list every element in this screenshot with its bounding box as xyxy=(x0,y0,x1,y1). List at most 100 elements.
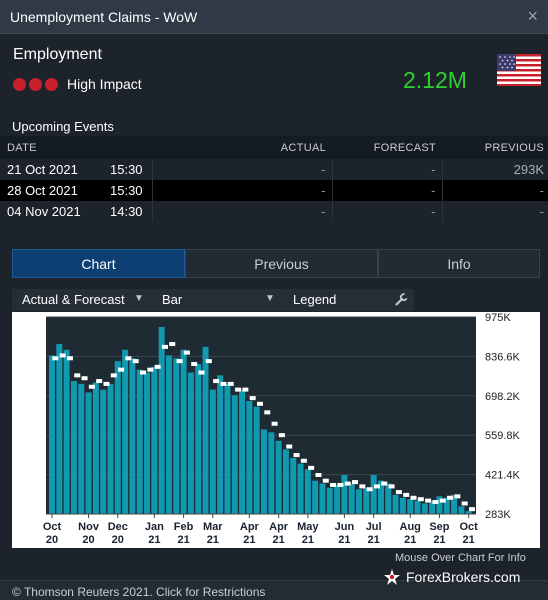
tab-info[interactable]: Info xyxy=(378,249,540,278)
forecast-marker xyxy=(373,484,380,489)
bar xyxy=(356,489,363,514)
x-tick-label-month: Apr xyxy=(240,521,260,533)
bar xyxy=(246,400,253,514)
forecast-marker xyxy=(183,350,190,355)
forecast-markers xyxy=(52,342,475,512)
chart-area[interactable]: 283K 421.4K 559.8K 698.2K 836.6K 975K Oct 20 No… xyxy=(12,312,540,548)
indicator-category: Employment xyxy=(13,46,102,63)
bar xyxy=(275,440,282,514)
bar xyxy=(187,372,194,514)
forecast-marker xyxy=(337,482,344,487)
bar xyxy=(122,349,129,514)
forecast-marker xyxy=(344,481,351,486)
x-tick-label-month: Dec xyxy=(108,521,128,533)
x-tick-label-month: Jan xyxy=(145,521,164,533)
bar xyxy=(377,480,384,514)
x-tick-label-year: 21 xyxy=(243,534,255,546)
table-row[interactable]: 04 Nov 2021 14:30 - - - xyxy=(0,201,548,222)
forecast-marker xyxy=(322,478,329,483)
x-tick-label-year: 21 xyxy=(338,534,350,546)
bar xyxy=(392,494,399,514)
forecast-marker xyxy=(88,384,95,389)
y-tick-label: 698.2K xyxy=(485,391,521,403)
event-actual: - xyxy=(151,201,332,222)
table-row[interactable]: 28 Oct 2021 15:30 - - - xyxy=(0,180,548,201)
forecast-marker xyxy=(235,387,242,392)
bar xyxy=(385,483,392,514)
wrench-icon[interactable] xyxy=(395,293,408,306)
bar xyxy=(290,457,297,514)
series-select[interactable]: Actual & Forecast xyxy=(22,292,125,307)
forecast-marker xyxy=(330,482,337,487)
bar xyxy=(348,483,355,514)
forecast-marker xyxy=(293,453,300,458)
forecast-marker xyxy=(315,472,322,477)
bar xyxy=(268,432,275,514)
chevron-down-icon[interactable]: ▼ xyxy=(134,293,144,304)
us-flag-icon xyxy=(497,54,541,86)
forecast-marker xyxy=(118,367,125,372)
x-tick-label-year: 21 xyxy=(463,534,475,546)
event-forecast: - xyxy=(331,201,442,222)
forecast-marker xyxy=(140,370,147,375)
table-row[interactable]: 21 Oct 2021 15:30 - - 293K xyxy=(0,159,548,180)
tab-chart[interactable]: Chart xyxy=(12,249,185,278)
column-header-previous: PREVIOUS xyxy=(442,136,548,159)
forecast-marker xyxy=(81,376,88,381)
bar xyxy=(414,500,421,514)
forecast-marker xyxy=(417,497,424,502)
event-time: 14:30 xyxy=(110,201,152,222)
bar xyxy=(136,369,143,514)
bar xyxy=(129,358,136,514)
y-tick-label: 421.4K xyxy=(485,470,521,482)
event-previous: - xyxy=(441,201,548,222)
bar xyxy=(421,503,428,514)
forecast-marker xyxy=(395,490,402,495)
watermark: ForexBrokers.com xyxy=(383,566,520,588)
x-tick-label-year: 21 xyxy=(177,534,189,546)
forecast-marker xyxy=(220,381,227,386)
x-axis: Oct20Nov20Dec20Jan21Feb21Mar21Apr21Apr21… xyxy=(43,513,478,546)
forecast-marker xyxy=(249,396,256,401)
bar xyxy=(202,346,209,514)
bar xyxy=(144,372,151,514)
bar xyxy=(253,406,260,514)
bar xyxy=(297,463,304,514)
chart-type-select[interactable]: Bar xyxy=(162,292,183,307)
bar xyxy=(334,484,341,514)
column-header-forecast: FORECAST xyxy=(332,136,442,159)
forecast-marker xyxy=(191,361,198,366)
forecast-marker xyxy=(352,480,359,485)
bar xyxy=(436,496,443,514)
x-tick-label-year: 20 xyxy=(82,534,94,546)
x-tick-label-month: Nov xyxy=(78,521,100,533)
x-tick-label-year: 20 xyxy=(46,534,58,546)
bar xyxy=(341,474,348,514)
forecast-marker xyxy=(161,344,168,349)
bar xyxy=(70,381,77,514)
bar xyxy=(304,469,311,514)
forecast-marker xyxy=(59,353,66,358)
forecast-marker xyxy=(425,498,432,503)
close-icon[interactable]: × xyxy=(527,6,538,26)
legend-toggle[interactable]: Legend xyxy=(293,292,337,307)
bar xyxy=(56,344,63,514)
x-tick-label-month: Sep xyxy=(429,521,449,533)
event-date: 04 Nov 2021 xyxy=(0,201,110,222)
copyright-link[interactable]: © Thomson Reuters 2021. Click for Restri… xyxy=(12,585,266,599)
bar xyxy=(195,363,202,514)
tab-previous[interactable]: Previous xyxy=(185,249,378,278)
x-tick-label-month: Apr xyxy=(269,521,289,533)
x-tick-label-year: 20 xyxy=(112,534,124,546)
x-tick-label-year: 21 xyxy=(302,534,314,546)
tab-bar: Chart Previous Info xyxy=(12,249,540,278)
forecast-marker xyxy=(447,495,454,500)
x-tick-label-year: 21 xyxy=(148,534,160,546)
forecast-marker xyxy=(125,356,132,361)
bar xyxy=(151,366,158,514)
indicator-value: 2.12M xyxy=(403,67,467,93)
chevron-down-icon[interactable]: ▼ xyxy=(265,293,275,304)
y-tick-label: 975K xyxy=(485,312,511,324)
forecast-marker xyxy=(403,492,410,497)
